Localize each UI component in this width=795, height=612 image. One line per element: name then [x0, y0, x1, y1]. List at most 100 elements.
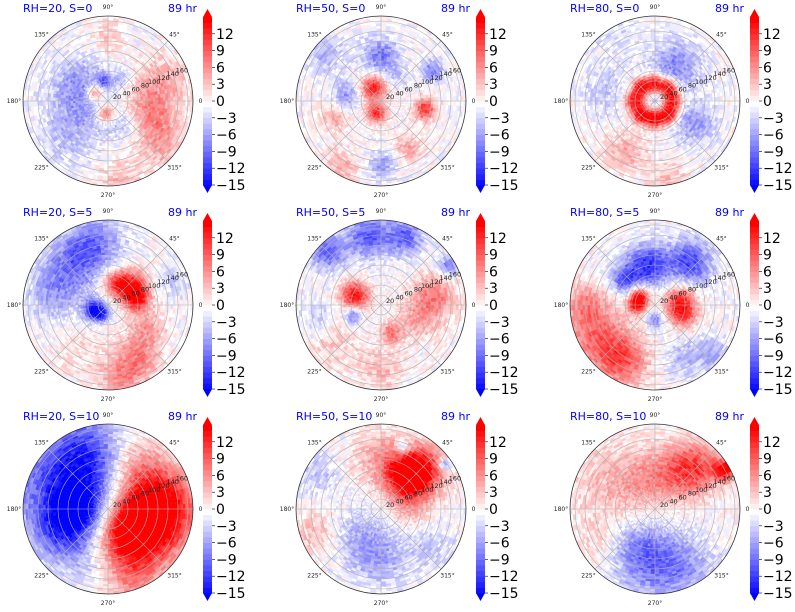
heatmap-cell [112, 97, 116, 100]
heatmap-cell [101, 96, 105, 98]
heatmap-cell [117, 99, 121, 101]
heatmap-cell [132, 127, 138, 132]
heatmap-cell [111, 115, 114, 119]
heatmap-cell [114, 113, 118, 117]
heatmap-cell [98, 85, 102, 89]
heatmap-cell [105, 120, 107, 125]
panel-time-label: 89 hr [168, 2, 197, 15]
heatmap-cell [106, 92, 108, 97]
heatmap-cell [152, 94, 156, 99]
heatmap-cell [137, 121, 142, 126]
heatmap-cell [93, 105, 97, 108]
heatmap-cell [55, 87, 60, 92]
heatmap-cell [109, 110, 111, 114]
heatmap-cell [102, 99, 106, 101]
heatmap-cell [92, 97, 96, 99]
heatmap-cell [160, 96, 164, 101]
heatmap-cell [95, 102, 99, 104]
heatmap-cell [108, 110, 110, 114]
heatmap-cell [104, 105, 106, 109]
heatmap-cell [105, 93, 108, 97]
heatmap-cell [108, 92, 110, 97]
heatmap-cell [163, 111, 168, 117]
heatmap-cell [99, 111, 102, 115]
heatmap-cell [109, 65, 113, 69]
heatmap-cell [101, 81, 104, 85]
heatmap-cell [105, 140, 109, 145]
colorbar-segment [203, 61, 212, 68]
heatmap-cell [123, 69, 128, 74]
heatmap-cell [57, 104, 61, 109]
heatmap-cell [161, 118, 166, 124]
heatmap-cell [109, 113, 112, 117]
heatmap-cell [111, 109, 114, 113]
heatmap-cell [111, 160, 117, 164]
colorbar-segment [203, 84, 212, 91]
heatmap-cell [133, 90, 137, 94]
heatmap-cell [104, 125, 107, 130]
heatmap-cell [117, 96, 121, 99]
heatmap-cell [109, 115, 112, 119]
heatmap-cell [132, 60, 137, 66]
colorbar-segment [203, 28, 212, 35]
heatmap-cell [127, 94, 131, 98]
heatmap-cell [120, 96, 124, 99]
heatmap-cell [126, 86, 130, 90]
heatmap-cell [79, 108, 83, 112]
heatmap-cell [103, 112, 105, 117]
heatmap-cell [78, 70, 84, 75]
heatmap-cell [110, 115, 113, 119]
heatmap-cell [58, 88, 63, 93]
heatmap-cell [108, 95, 109, 99]
heatmap-cell [88, 155, 94, 160]
heatmap-cell [112, 102, 116, 104]
heatmap-cell [122, 42, 128, 47]
heatmap-cell [100, 111, 103, 116]
heatmap-cell [112, 89, 115, 93]
heatmap-cell [78, 79, 83, 84]
heatmap-cell [113, 145, 118, 149]
heatmap-cell [98, 82, 102, 86]
heatmap-cell [100, 87, 104, 90]
heatmap-cell [92, 102, 96, 105]
heatmap-cell [88, 104, 92, 107]
heatmap-cell [110, 113, 113, 117]
heatmap-cell [122, 97, 126, 100]
heatmap-cell [103, 45, 108, 49]
heatmap-cell [108, 87, 110, 92]
heatmap-cell [129, 70, 133, 75]
panel-title: RH=20, S=0 [23, 2, 92, 15]
heatmap-cell [147, 97, 151, 101]
heatmap-cell [104, 55, 108, 59]
heatmap-cell [107, 42, 112, 47]
heatmap-cell [79, 67, 84, 72]
radial-tick-label: 160 [176, 66, 188, 74]
heatmap-cell [54, 111, 58, 116]
heatmap-cell [139, 70, 144, 76]
heatmap-cell [103, 38, 108, 42]
heatmap-cell [74, 96, 79, 100]
heatmap-cell [110, 75, 113, 79]
heatmap-cell [111, 88, 114, 93]
colorbar-tick-label: −15 [216, 178, 246, 194]
heatmap-cell [82, 101, 86, 103]
heatmap-cell [95, 96, 99, 98]
colorbar-segment [203, 179, 212, 186]
heatmap-cell [162, 100, 167, 105]
heatmap-cell [108, 105, 110, 109]
heatmap-cell [99, 108, 102, 111]
heatmap-cell [119, 119, 123, 123]
heatmap-cell [82, 110, 86, 114]
heatmap-cell [110, 110, 113, 114]
heatmap-cell [117, 87, 121, 91]
heatmap-cell [102, 99, 106, 101]
heatmap-cell [94, 99, 99, 101]
heatmap-cell [117, 104, 121, 106]
heatmap-cell [128, 67, 133, 72]
heatmap-cell [110, 101, 114, 103]
heatmap-cell [63, 106, 67, 111]
heatmap-cell [113, 90, 116, 94]
heatmap-cell [93, 109, 97, 113]
heatmap-cell [89, 107, 93, 111]
